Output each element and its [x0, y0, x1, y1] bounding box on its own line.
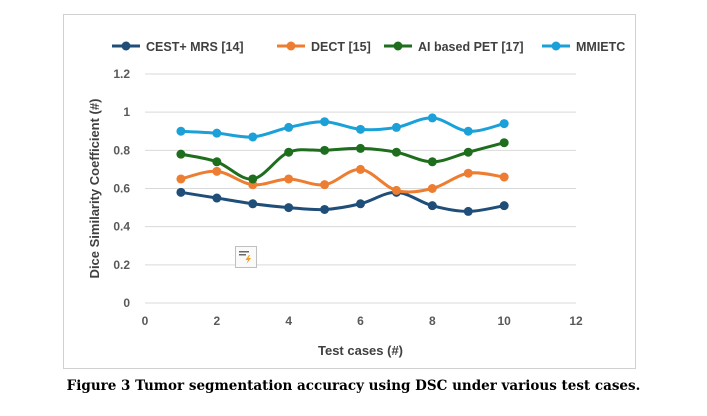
- series-line-2: [180, 141, 505, 181]
- data-point-series-2: [176, 149, 186, 159]
- data-point-series-0: [212, 193, 222, 203]
- data-point-series-1: [320, 180, 330, 190]
- x-tick-label: 6: [357, 314, 364, 328]
- y-tick-label: 1: [123, 105, 130, 119]
- data-point-series-0: [320, 204, 330, 214]
- quick-analysis-icon[interactable]: [235, 246, 257, 268]
- x-axis-title: Test cases (#): [318, 343, 403, 358]
- legend-label: AI based PET [17]: [418, 40, 524, 54]
- legend-label: CEST+ MRS [14]: [146, 40, 244, 54]
- data-point-series-1: [463, 168, 473, 178]
- data-point-series-2: [391, 147, 401, 157]
- legend-swatch-marker: [121, 41, 131, 51]
- data-point-series-1: [176, 174, 186, 184]
- legend-label: DECT [15]: [311, 40, 371, 54]
- y-tick-label: 1.2: [113, 67, 130, 81]
- y-tick-label: 0.2: [113, 258, 130, 272]
- series-line-3: [180, 116, 505, 139]
- data-point-series-3: [463, 126, 473, 136]
- data-point-series-1: [356, 164, 365, 174]
- data-point-series-0: [356, 199, 365, 209]
- x-tick-label: 10: [497, 314, 511, 328]
- data-point-series-2: [212, 157, 222, 167]
- data-point-series-2: [499, 138, 509, 148]
- data-point-series-3: [427, 113, 437, 123]
- data-point-series-3: [176, 126, 186, 136]
- data-point-series-1: [427, 184, 437, 193]
- legend-swatch-marker: [551, 41, 561, 51]
- series-line-0: [180, 190, 505, 213]
- data-point-series-0: [463, 206, 473, 216]
- series-line-1: [180, 167, 505, 194]
- data-point-series-0: [427, 201, 437, 211]
- y-tick-label: 0.4: [113, 220, 130, 234]
- data-point-series-2: [320, 145, 330, 155]
- chart-area[interactable]: 0 0.2 0.4 0.6 0.8 1 1.2 0 2 4 6 8 10 12 Test cases (#)…: [63, 14, 636, 369]
- data-point-series-0: [176, 187, 186, 197]
- x-tick-label: 8: [429, 314, 436, 328]
- y-tick-label: 0: [123, 296, 130, 310]
- data-point-series-1: [499, 172, 509, 182]
- data-point-series-3: [284, 122, 294, 132]
- data-point-series-2: [463, 147, 473, 157]
- data-point-series-1: [212, 166, 222, 176]
- x-tick-label: 2: [213, 314, 220, 328]
- data-point-series-0: [284, 203, 294, 213]
- data-point-series-3: [499, 119, 509, 129]
- legend-swatch-marker: [286, 41, 296, 51]
- x-tick-label: 12: [569, 314, 583, 328]
- data-point-series-3: [248, 132, 258, 142]
- data-point-series-2: [284, 147, 294, 157]
- data-point-series-0: [499, 201, 509, 211]
- data-point-series-2: [356, 143, 365, 153]
- data-point-series-1: [391, 185, 401, 195]
- x-tick-label: 4: [285, 314, 292, 328]
- data-point-series-3: [320, 117, 330, 127]
- data-point-series-3: [356, 124, 365, 134]
- data-point-series-1: [284, 174, 294, 184]
- data-point-series-3: [391, 122, 401, 132]
- x-tick-label: 0: [142, 314, 149, 328]
- legend-swatch-marker: [393, 41, 403, 51]
- data-point-series-2: [248, 174, 258, 184]
- y-tick-label: 0.8: [113, 143, 130, 157]
- legend-label: MMIETC: [576, 40, 625, 54]
- y-axis-title: Dice Similarity Coefficient (#): [87, 99, 102, 279]
- y-tick-label: 0.6: [113, 182, 130, 196]
- line-chart: 0 0.2 0.4 0.6 0.8 1 1.2 0 2 4 6 8 10 12 Test cases (#)…: [87, 40, 625, 358]
- data-point-series-2: [427, 157, 437, 167]
- data-point-series-3: [212, 128, 222, 138]
- data-point-series-0: [248, 199, 258, 209]
- figure-caption: Figure 3 Tumor segmentation accuracy usi…: [66, 378, 641, 394]
